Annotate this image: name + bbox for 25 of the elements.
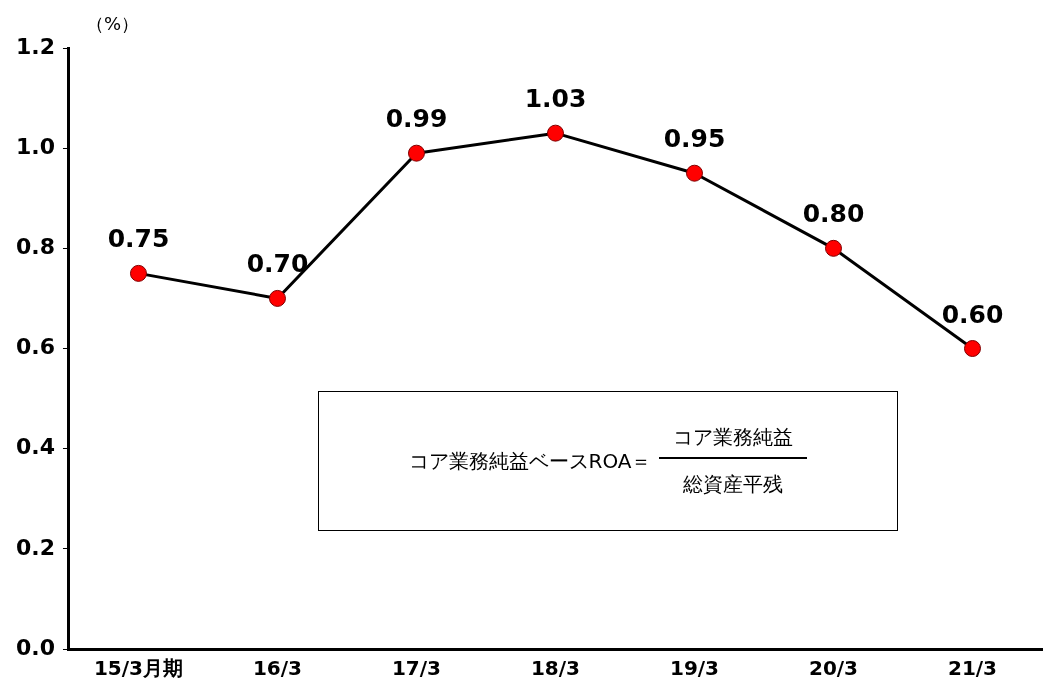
y-tick-label: 0.6 <box>15 334 55 360</box>
y-axis-title: （%） <box>86 12 140 36</box>
annotation: コア業務純益ベースROA＝ <box>408 447 652 475</box>
data-label: 0.99 <box>385 104 448 134</box>
y-tick-label: 1.2 <box>15 33 55 59</box>
data-label: 0.70 <box>246 249 309 279</box>
x-tick-label: 21/3 <box>947 656 998 681</box>
x-tick-label: 15/3月期 <box>93 656 184 681</box>
y-tick-label: 0.8 <box>15 234 55 260</box>
data-label: 1.03 <box>524 84 587 114</box>
x-tick-label: 16/3 <box>252 656 303 681</box>
annotation: 総資産平残 <box>683 471 784 498</box>
annotation: コア業務純益 <box>659 424 808 459</box>
y-tick-label: 0.0 <box>15 634 55 660</box>
data-label: 0.80 <box>802 199 865 229</box>
x-tick-label: 20/3 <box>808 656 859 681</box>
data-label: 0.75 <box>107 224 170 254</box>
x-tick-label: 18/3 <box>530 656 581 681</box>
x-tick-label: 17/3 <box>391 656 442 681</box>
data-label: 0.60 <box>941 299 1004 329</box>
y-tick-label: 1.0 <box>15 133 55 159</box>
x-tick-label: 19/3 <box>669 656 720 681</box>
y-tick-label: 0.4 <box>15 434 55 460</box>
data-label: 0.95 <box>663 124 726 154</box>
y-tick-label: 0.2 <box>15 534 55 560</box>
